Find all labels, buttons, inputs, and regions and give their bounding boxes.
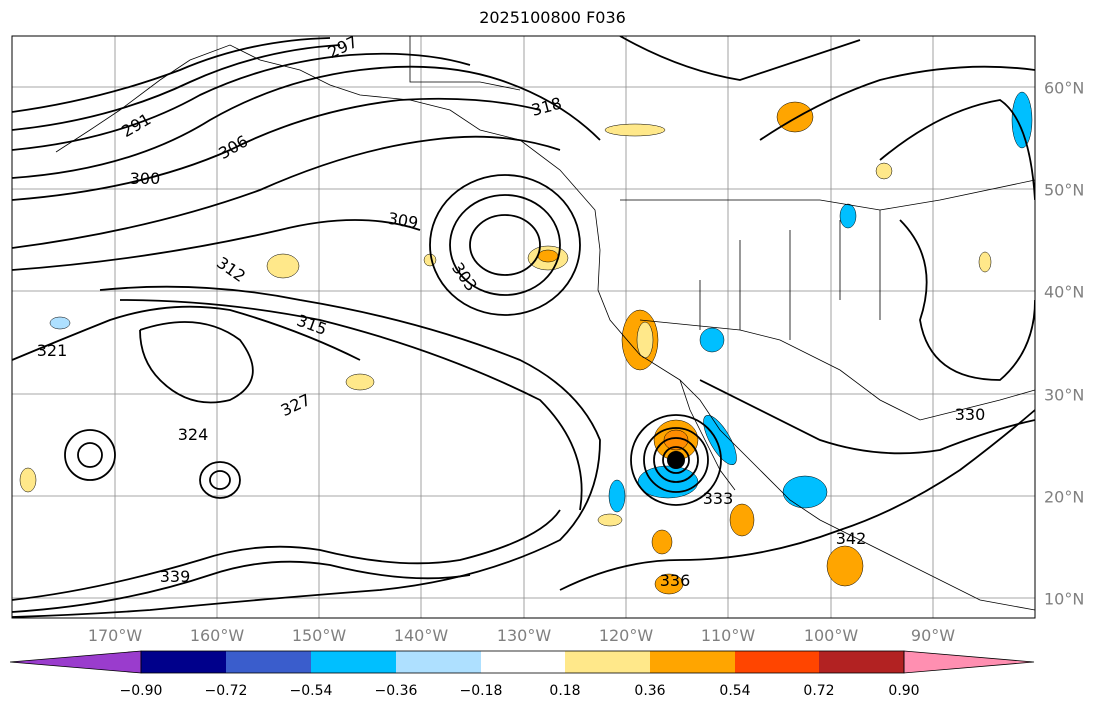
longitude-label: 130°W bbox=[496, 626, 552, 645]
contour-label: 333 bbox=[703, 489, 734, 508]
longitude-label: 140°W bbox=[393, 626, 449, 645]
latitude-label: 20°N bbox=[1044, 487, 1085, 507]
colorbar-tick-label: 0.36 bbox=[634, 683, 666, 699]
latitude-label: 30°N bbox=[1044, 385, 1085, 405]
colorbar-tick-label: −0.54 bbox=[289, 683, 333, 699]
longitude-label: 150°W bbox=[291, 626, 347, 645]
colorbar-segment bbox=[311, 651, 396, 673]
colorbar-tick-label: 0.90 bbox=[888, 683, 920, 699]
latitude-label: 50°N bbox=[1044, 180, 1085, 200]
colorbar-tick-label: 0.54 bbox=[719, 683, 751, 699]
colorbar-segment bbox=[226, 651, 311, 673]
longitude-label: 100°W bbox=[803, 626, 859, 645]
colorbar-segment bbox=[396, 651, 481, 673]
colorbar-segment bbox=[565, 651, 650, 673]
contour-lines bbox=[12, 36, 1035, 618]
colorbar-segment bbox=[10, 650, 142, 674]
longitude-label: 170°W bbox=[87, 626, 143, 645]
contour-label: 321 bbox=[37, 341, 68, 360]
colorbar-tick-label: 0.72 bbox=[803, 683, 835, 699]
colorbar-tick-label: −0.90 bbox=[119, 683, 163, 699]
latitude-label: 40°N bbox=[1044, 282, 1085, 302]
colorbar bbox=[10, 650, 1035, 674]
contour-label: 342 bbox=[836, 529, 867, 548]
colorbar-tick-label: −0.36 bbox=[374, 683, 418, 699]
colorbar-segment bbox=[141, 651, 226, 673]
longitude-label: 160°W bbox=[189, 626, 245, 645]
contour-label: 339 bbox=[160, 567, 191, 586]
colorbar-tick-label: −0.72 bbox=[204, 683, 248, 699]
colorbar-segment bbox=[735, 651, 819, 673]
contour-label: 324 bbox=[178, 425, 209, 444]
longitude-label: 90°W bbox=[910, 626, 956, 645]
contour-label: 300 bbox=[130, 169, 161, 188]
latitude-label: 60°N bbox=[1044, 78, 1085, 98]
colorbar-segment bbox=[903, 650, 1035, 674]
longitude-label: 110°W bbox=[700, 626, 756, 645]
coastlines bbox=[55, 36, 1035, 611]
colorbar-segment bbox=[650, 651, 735, 673]
colorbar-segment bbox=[819, 651, 904, 673]
longitude-label: 120°W bbox=[598, 626, 654, 645]
colorbar-tick-label: −0.18 bbox=[459, 683, 503, 699]
colorbar-segment bbox=[481, 651, 565, 673]
latitude-label: 10°N bbox=[1044, 589, 1085, 609]
map-title: 2025100800 F036 bbox=[479, 8, 626, 27]
colorbar-tick-label: 0.18 bbox=[549, 683, 581, 699]
storm-center bbox=[667, 451, 685, 469]
contour-label: 330 bbox=[955, 405, 986, 424]
contour-label: 336 bbox=[660, 571, 691, 590]
